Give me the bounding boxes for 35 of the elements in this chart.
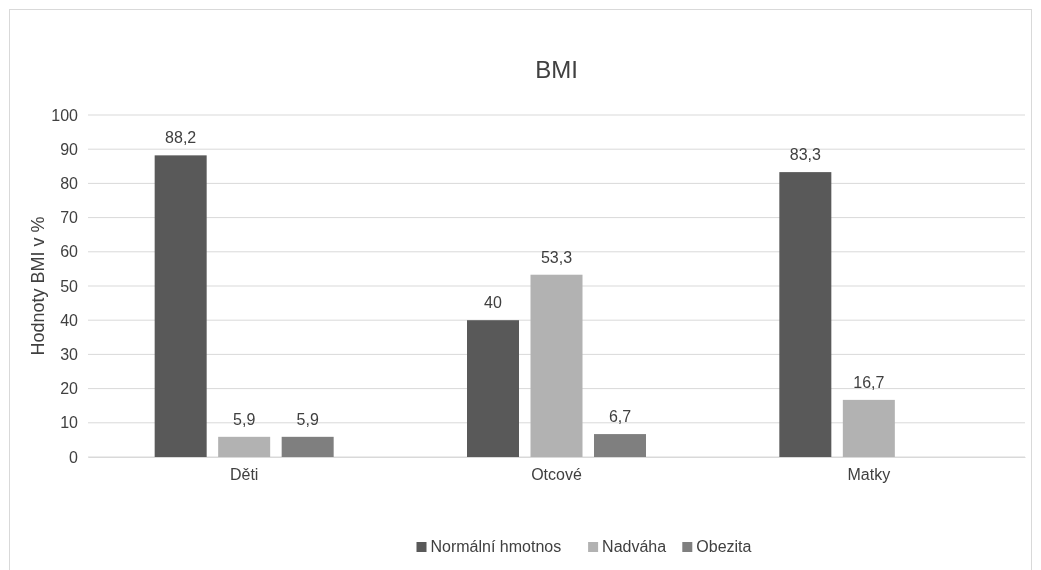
bar: [467, 320, 519, 457]
y-axis-title: Hodnoty BMI v %: [28, 216, 48, 356]
bar: [779, 172, 832, 457]
data-label: 83,3: [789, 146, 822, 164]
data-label: 16,7: [853, 373, 885, 391]
y-tick-label: 20: [60, 380, 79, 398]
legend-label: Obezita: [696, 538, 752, 555]
bar: [594, 434, 646, 457]
y-tick-label: 60: [60, 243, 79, 261]
y-tick-label: 90: [60, 140, 79, 158]
bar: [842, 399, 895, 457]
data-label: 5,9: [296, 410, 319, 428]
y-tick-label: 100: [51, 106, 79, 124]
x-tick-label: Děti: [229, 466, 259, 484]
y-tick-label: 10: [60, 414, 79, 432]
bar: [218, 436, 271, 457]
data-label: 5,9: [233, 410, 256, 428]
x-tick-label: Otcové: [531, 466, 582, 484]
chart-title: BMI: [535, 56, 578, 83]
data-label: 53,3: [540, 248, 573, 266]
data-label: 6,7: [608, 408, 632, 426]
legend-label: Normální hmotnos: [430, 538, 562, 555]
y-tick-label: 30: [60, 346, 79, 364]
data-label: 40: [484, 294, 502, 312]
y-tick-label: 80: [60, 175, 79, 193]
y-tick-label: 40: [60, 311, 79, 329]
x-tick-label: Matky: [847, 466, 891, 484]
bar: [154, 155, 207, 457]
data-label: 88,2: [165, 129, 197, 147]
bar: [530, 274, 583, 457]
y-tick-label: 50: [60, 277, 79, 295]
y-tick-label: 0: [69, 448, 79, 466]
bar: [281, 436, 334, 457]
y-tick-label: 70: [60, 209, 79, 227]
legend-label: Nadváha: [602, 538, 667, 555]
